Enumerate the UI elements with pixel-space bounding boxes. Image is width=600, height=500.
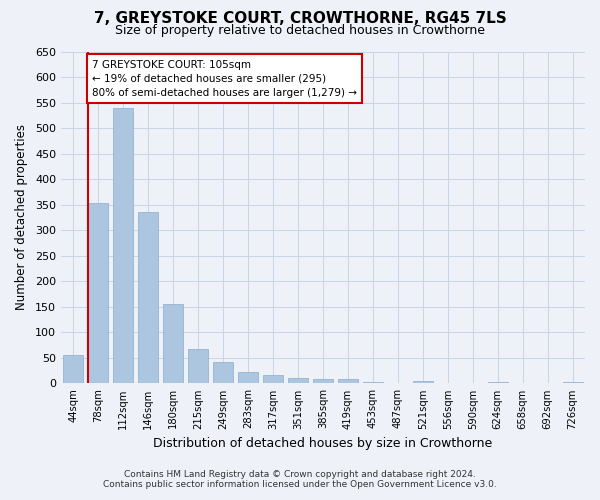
Bar — [263, 374, 283, 384]
Bar — [88, 203, 109, 384]
Bar — [188, 348, 208, 384]
Bar — [563, 382, 583, 384]
Bar — [113, 108, 133, 384]
Bar — [238, 372, 258, 384]
Bar — [363, 382, 383, 384]
Text: Size of property relative to detached houses in Crowthorne: Size of property relative to detached ho… — [115, 24, 485, 37]
Bar — [488, 382, 508, 384]
Text: Contains HM Land Registry data © Crown copyright and database right 2024.
Contai: Contains HM Land Registry data © Crown c… — [103, 470, 497, 489]
X-axis label: Distribution of detached houses by size in Crowthorne: Distribution of detached houses by size … — [154, 437, 493, 450]
Bar — [213, 362, 233, 384]
Bar — [138, 212, 158, 384]
Bar — [288, 378, 308, 384]
Y-axis label: Number of detached properties: Number of detached properties — [15, 124, 28, 310]
Bar — [313, 380, 333, 384]
Bar — [163, 304, 183, 384]
Text: 7 GREYSTOKE COURT: 105sqm
← 19% of detached houses are smaller (295)
80% of semi: 7 GREYSTOKE COURT: 105sqm ← 19% of detac… — [92, 60, 357, 98]
Bar — [338, 380, 358, 384]
Bar — [64, 356, 83, 384]
Bar — [413, 382, 433, 384]
Text: 7, GREYSTOKE COURT, CROWTHORNE, RG45 7LS: 7, GREYSTOKE COURT, CROWTHORNE, RG45 7LS — [94, 11, 506, 26]
